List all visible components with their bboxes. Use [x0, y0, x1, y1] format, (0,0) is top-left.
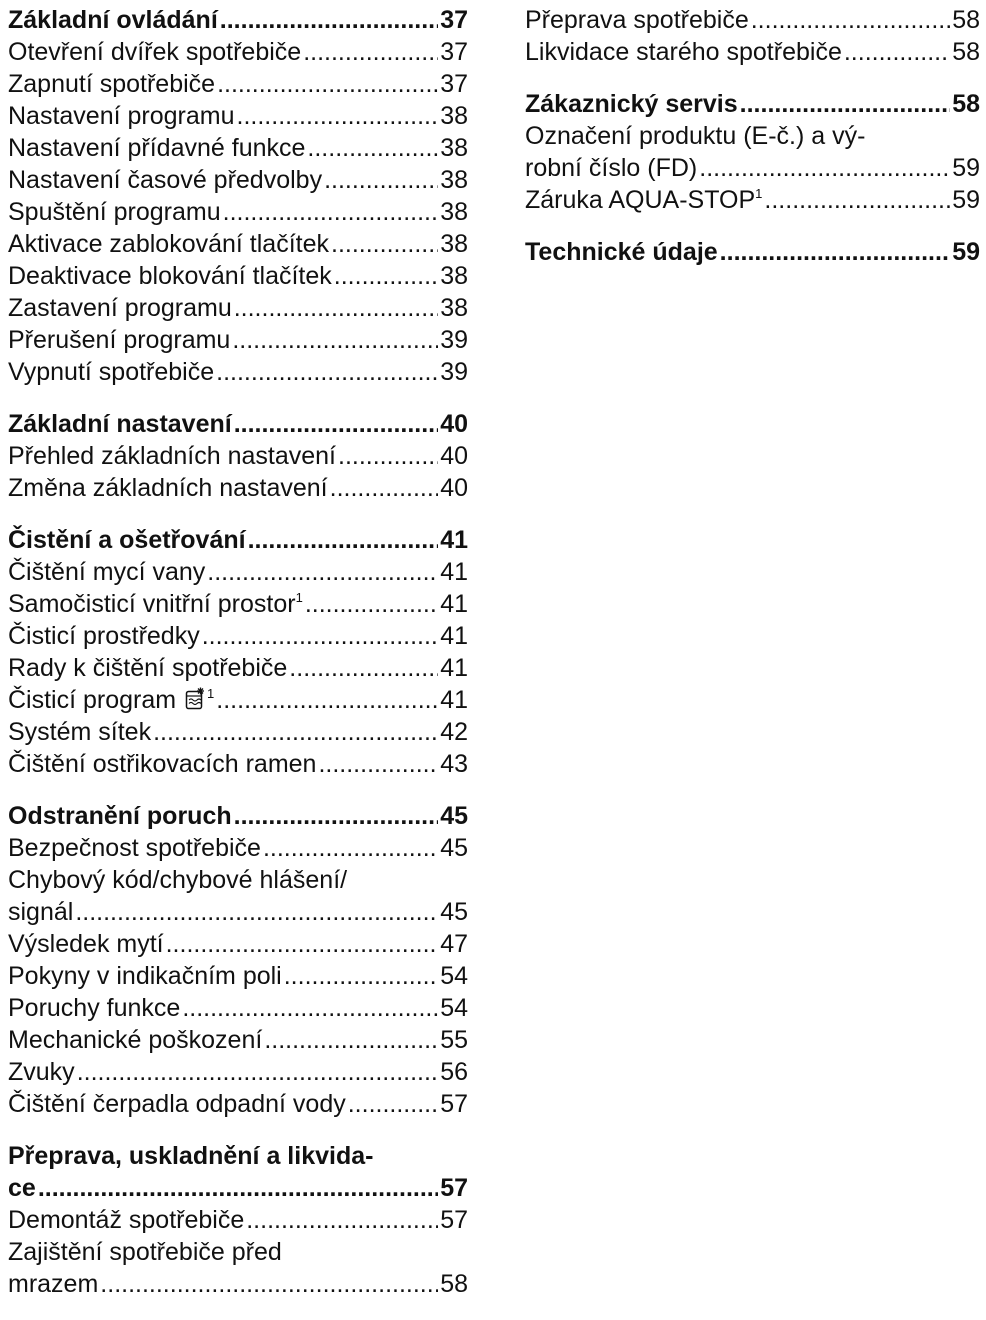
leader-dots	[751, 4, 950, 36]
entry-label: Čisticí program	[8, 686, 177, 714]
leader-dots	[699, 152, 950, 184]
toc-entry-multiline[interactable]: Zajištění spotřebiče před mrazem 58	[8, 1236, 468, 1300]
toc-entry[interactable]: Čisticí prostředky 41	[8, 620, 468, 652]
leader-dots	[263, 832, 438, 864]
leader-dots	[153, 716, 438, 748]
footnote-marker: 1	[755, 186, 763, 201]
toc-entry[interactable]: Spuštění programu 38	[8, 196, 468, 228]
toc-section-settings: Základní nastavení 40 Přehled základních…	[8, 408, 468, 504]
toc-heading[interactable]: Odstranění poruch 45	[8, 800, 468, 832]
leader-dots	[248, 524, 439, 556]
leader-dots	[38, 1172, 438, 1204]
toc-entry[interactable]: Otevření dvířek spotřebiče 37	[8, 36, 468, 68]
leader-dots	[100, 1268, 438, 1300]
leader-dots	[234, 800, 439, 832]
leader-dots	[234, 292, 438, 324]
leader-dots	[334, 260, 438, 292]
toc-entry[interactable]: Poruchy funkce 54	[8, 992, 468, 1024]
leader-dots	[223, 196, 439, 228]
leader-dots	[318, 748, 438, 780]
leader-dots	[234, 408, 438, 440]
footnote-marker: 1	[207, 686, 215, 701]
leader-dots	[75, 896, 438, 928]
toc-entry-multiline[interactable]: Označení produktu (E-č.) a vý- robní čís…	[525, 120, 980, 184]
toc-entry[interactable]: Čisticí program 1 41	[8, 684, 468, 716]
leader-dots	[303, 36, 438, 68]
toc-entry[interactable]: Bezpečnost spotřebiče 45	[8, 832, 468, 864]
leader-dots	[844, 36, 950, 68]
toc-entry[interactable]: Zastavení programu 38	[8, 292, 468, 324]
toc-section-transport: Přeprava, uskladnění a likvida- ce 57 De…	[8, 1140, 468, 1300]
toc-entry[interactable]: Nastavení časové předvolby 38	[8, 164, 468, 196]
toc-section-operation: Základní ovládání 37 Otevření dvířek spo…	[8, 4, 468, 388]
leader-dots	[220, 4, 438, 36]
machine-care-icon	[185, 687, 207, 711]
toc-section-troubleshooting: Odstranění poruch 45 Bezpečnost spotřebi…	[8, 800, 468, 1120]
toc-entry[interactable]: Změna základních nastavení 40	[8, 472, 468, 504]
leader-dots	[264, 1024, 438, 1056]
toc-entry[interactable]: Přehled základních nastavení 40	[8, 440, 468, 472]
leader-dots	[305, 588, 438, 620]
leader-dots	[202, 620, 438, 652]
leader-dots	[246, 1204, 438, 1236]
leader-dots	[289, 652, 438, 684]
toc-entry[interactable]: Čištění ostřikovacích ramen 43	[8, 748, 468, 780]
toc-heading[interactable]: Základní nastavení 40	[8, 408, 468, 440]
toc-section-cleaning: Čistění a ošetřování 41 Čištění mycí van…	[8, 524, 468, 780]
toc-entry[interactable]: Výsledek mytí 47	[8, 928, 468, 960]
leader-dots	[216, 356, 438, 388]
leader-dots	[207, 556, 438, 588]
entry-label: Záruka AQUA-STOP	[525, 186, 756, 214]
toc-section-service: Zákaznický servis 58 Označení produktu (…	[525, 88, 980, 216]
leader-dots	[307, 132, 438, 164]
toc-entry[interactable]: Samočisticí vnitřní prostor1 41	[8, 588, 468, 620]
toc-entry[interactable]: Aktivace zablokování tlačítek 38	[8, 228, 468, 260]
toc-entry[interactable]: Nastavení programu 38	[8, 100, 468, 132]
leader-dots	[348, 1088, 438, 1120]
leader-dots	[720, 236, 951, 268]
leader-dots	[77, 1056, 439, 1088]
toc-entry[interactable]: Čištění čerpadla odpadní vody 57	[8, 1088, 468, 1120]
leader-dots	[232, 324, 438, 356]
toc-right-column: Přeprava spotřebiče 58 Likvidace starého…	[525, 4, 980, 288]
toc-entry[interactable]: Zapnutí spotřebiče 37	[8, 68, 468, 100]
leader-dots	[331, 228, 438, 260]
toc-entry[interactable]: Přeprava spotřebiče 58	[525, 4, 980, 36]
toc-heading[interactable]: Zákaznický servis 58	[525, 88, 980, 120]
leader-dots	[217, 68, 438, 100]
footnote-marker: 1	[295, 590, 303, 605]
entry-label: Samočisticí vnitřní prostor	[8, 590, 296, 618]
toc-left-column: Základní ovládání 37 Otevření dvířek spo…	[8, 4, 468, 1320]
leader-dots	[182, 992, 438, 1024]
toc-section-technical: Technické údaje 59	[525, 236, 980, 268]
toc-entry[interactable]: Deaktivace blokování tlačítek 38	[8, 260, 468, 292]
toc-heading-multiline[interactable]: Přeprava, uskladnění a likvida- ce 57	[8, 1140, 468, 1204]
toc-entry[interactable]: Pokyny v indikačním poli 54	[8, 960, 468, 992]
leader-dots	[284, 960, 438, 992]
toc-entry[interactable]: Demontáž spotřebiče 57	[8, 1204, 468, 1236]
leader-dots	[764, 184, 950, 216]
toc-heading[interactable]: Základní ovládání 37	[8, 4, 468, 36]
toc-entry[interactable]: Čištění mycí vany 41	[8, 556, 468, 588]
toc-entry[interactable]: Záruka AQUA-STOP1 59	[525, 184, 980, 216]
leader-dots	[338, 440, 438, 472]
leader-dots	[237, 100, 439, 132]
toc-entry-multiline[interactable]: Chybový kód/chybové hlášení/ signál 45	[8, 864, 468, 928]
leader-dots	[740, 88, 951, 120]
toc-entry[interactable]: Nastavení přídavné funkce 38	[8, 132, 468, 164]
toc-heading[interactable]: Čistění a ošetřování 41	[8, 524, 468, 556]
toc-entry[interactable]: Mechanické poškození 55	[8, 1024, 468, 1056]
toc-entry[interactable]: Zvuky 56	[8, 1056, 468, 1088]
toc-entry[interactable]: Přerušení programu 39	[8, 324, 468, 356]
toc-heading[interactable]: Technické údaje 59	[525, 236, 980, 268]
toc-entry[interactable]: Systém sítek 42	[8, 716, 468, 748]
toc-section-transport-continued: Přeprava spotřebiče 58 Likvidace starého…	[525, 4, 980, 68]
toc-entry[interactable]: Vypnutí spotřebiče 39	[8, 356, 468, 388]
leader-dots	[330, 472, 439, 504]
toc-entry[interactable]: Rady k čištění spotřebiče 41	[8, 652, 468, 684]
leader-dots	[324, 164, 438, 196]
leader-dots	[166, 928, 439, 960]
leader-dots	[216, 684, 438, 716]
toc-entry[interactable]: Likvidace starého spotřebiče 58	[525, 36, 980, 68]
